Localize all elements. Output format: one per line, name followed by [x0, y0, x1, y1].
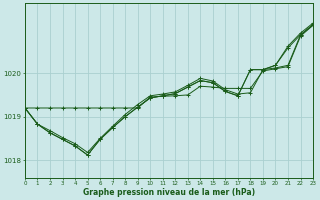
X-axis label: Graphe pression niveau de la mer (hPa): Graphe pression niveau de la mer (hPa)	[83, 188, 255, 197]
